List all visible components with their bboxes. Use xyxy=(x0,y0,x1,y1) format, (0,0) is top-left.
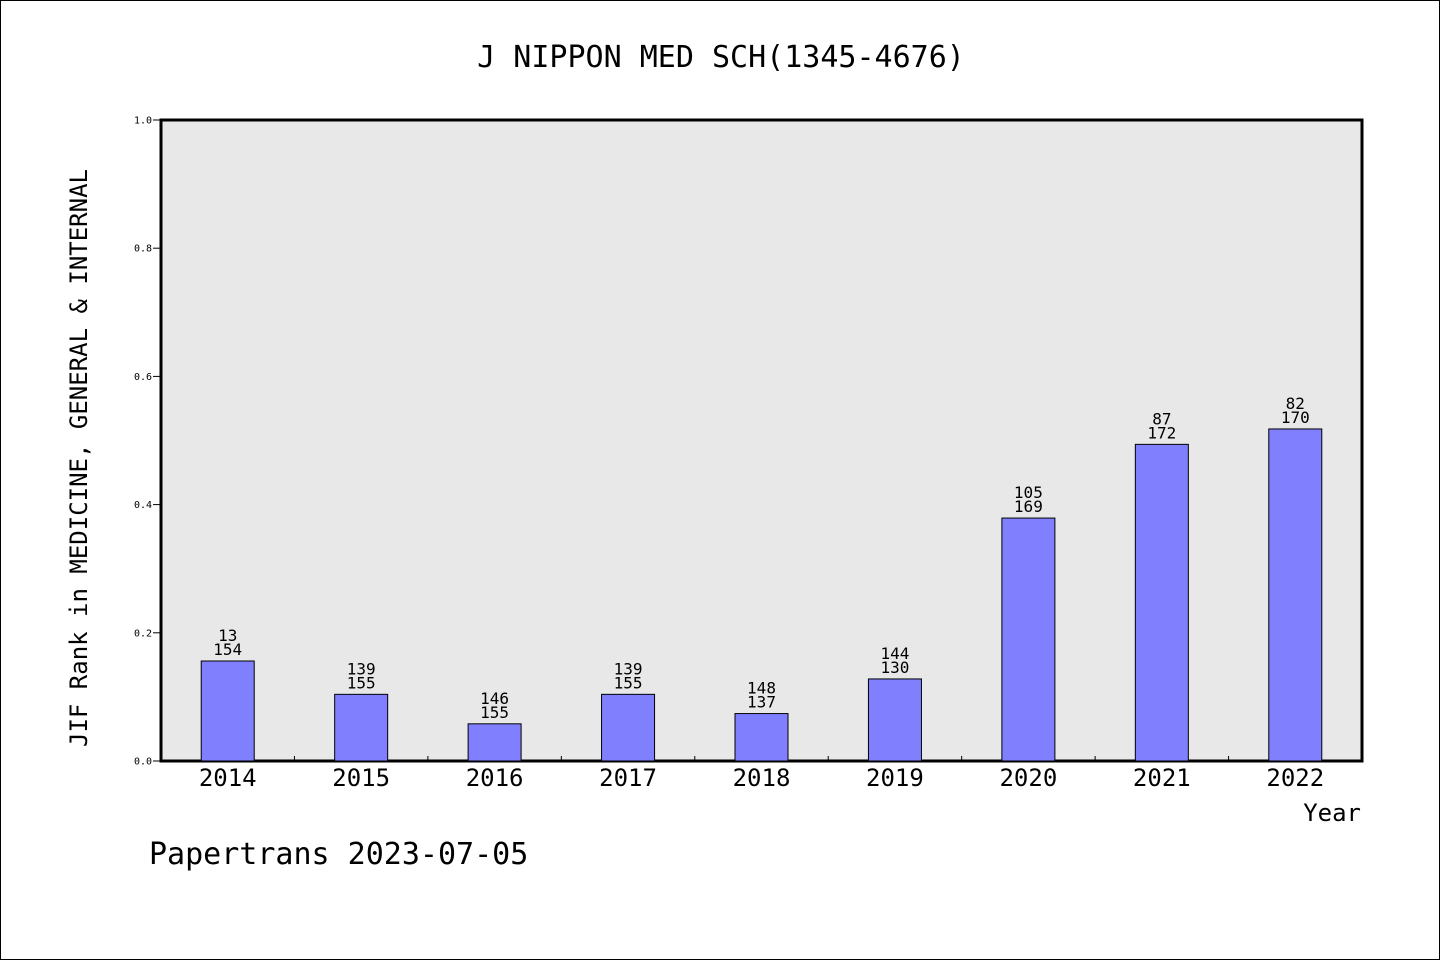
bar-2021 xyxy=(1134,443,1189,762)
data-label-top: 82 xyxy=(1286,394,1305,413)
y-axis: 0.0 0.2 0.4 0.6 0.8 1.0 xyxy=(134,116,161,768)
x-tick-label: 2014 xyxy=(199,764,257,792)
data-label-bottom: 172 xyxy=(1147,423,1176,442)
data-label-bottom: 154 xyxy=(213,640,242,659)
bar-2022 xyxy=(1268,428,1323,762)
x-tick-label: 2022 xyxy=(1266,764,1324,792)
y-tick-label: 0.4 xyxy=(134,500,152,511)
x-tick-label: 2016 xyxy=(466,764,524,792)
footer-text: Papertrans 2023-07-05 xyxy=(149,837,528,872)
x-tick-label: 2015 xyxy=(332,764,390,792)
y-tick-label: 1.0 xyxy=(134,116,152,127)
x-axis-label: Year xyxy=(1303,799,1361,827)
y-tick-label: 0.0 xyxy=(134,757,152,768)
data-label-bottom: 130 xyxy=(880,658,909,677)
bar-2018 xyxy=(734,713,789,762)
data-label-top: 13 xyxy=(218,626,237,645)
bar-2019 xyxy=(867,678,922,762)
x-tick-label: 2021 xyxy=(1133,764,1191,792)
y-tick-label: 0.8 xyxy=(134,244,152,255)
bar-2017 xyxy=(601,693,656,762)
y-axis-label: JIF Rank in MEDICINE, GENERAL & INTERNAL xyxy=(65,169,93,747)
bar-2014 xyxy=(200,660,255,762)
x-tick-label: 2018 xyxy=(733,764,791,792)
x-axis: 2014 2015 2016 2017 2018 2019 2020 2021 2022 xyxy=(199,756,1324,792)
data-label-bottom: 155 xyxy=(614,673,643,692)
chart-title: J NIPPON MED SCH(1345-4676) xyxy=(477,40,965,75)
data-label-top: 144 xyxy=(880,644,909,663)
data-label-top: 148 xyxy=(747,679,776,698)
x-tick-label: 2020 xyxy=(999,764,1057,792)
data-label-bottom: 169 xyxy=(1014,497,1043,516)
data-label-top: 139 xyxy=(614,659,643,678)
x-tick-label: 2019 xyxy=(866,764,924,792)
bar-2016 xyxy=(467,723,522,762)
y-tick-label: 0.6 xyxy=(134,372,152,383)
data-label-bottom: 155 xyxy=(347,673,376,692)
data-label-top: 139 xyxy=(347,659,376,678)
data-label-top: 105 xyxy=(1014,483,1043,502)
data-label-bottom: 155 xyxy=(480,703,509,722)
bars xyxy=(200,428,1323,762)
bar-2015 xyxy=(334,693,389,762)
data-label-bottom: 137 xyxy=(747,693,776,712)
data-label-top: 87 xyxy=(1152,409,1171,428)
x-tick-label: 2017 xyxy=(599,764,657,792)
bar-2020 xyxy=(1001,517,1056,762)
y-tick-label: 0.2 xyxy=(134,628,152,639)
data-label-top: 146 xyxy=(480,689,509,708)
data-label-bottom: 170 xyxy=(1281,408,1310,427)
